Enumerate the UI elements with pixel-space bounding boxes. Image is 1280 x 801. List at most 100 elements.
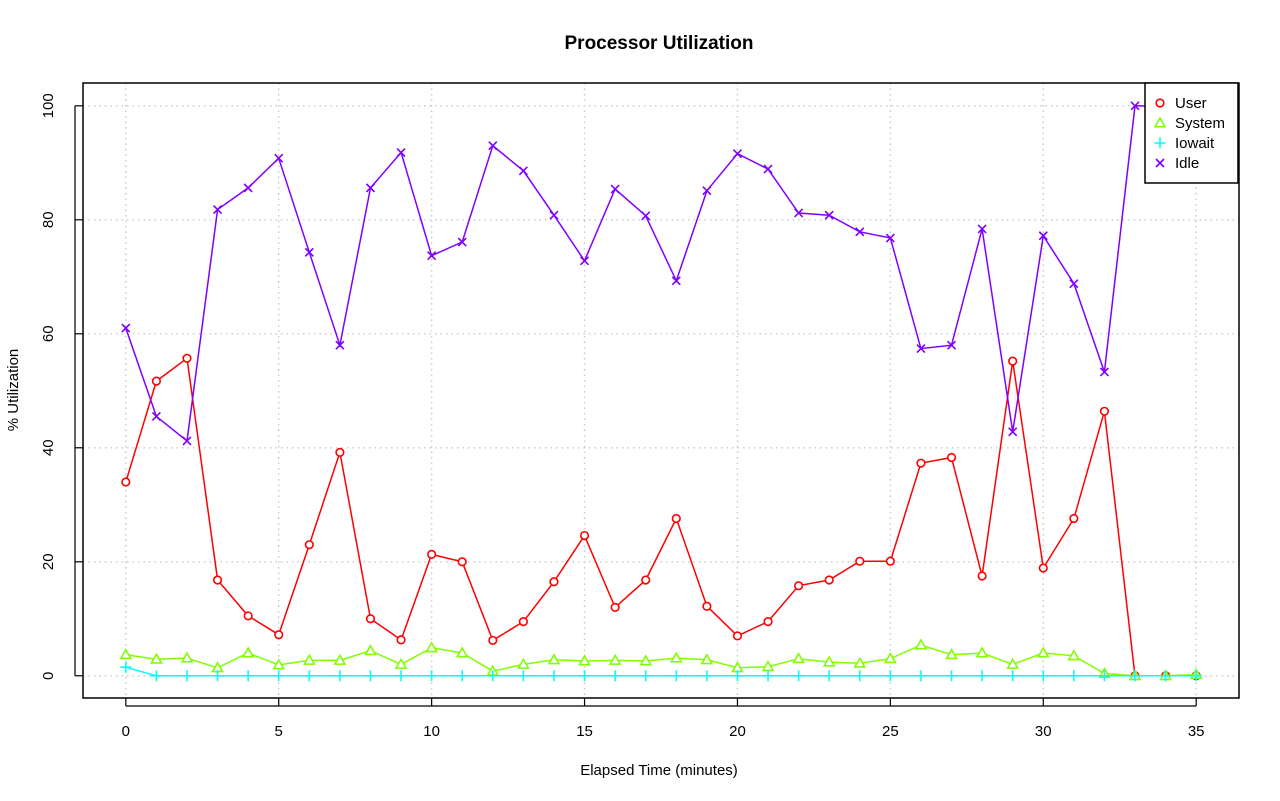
data-point-iowait [487, 670, 499, 682]
data-point-iowait [1129, 670, 1141, 682]
data-point-idle [1038, 231, 1048, 241]
legend-label-idle: Idle [1175, 155, 1199, 172]
data-point-user [457, 557, 467, 567]
data-point-system [455, 646, 469, 658]
series-iowait [120, 661, 1202, 682]
data-point-idle [946, 340, 957, 350]
legend-marker-user [1155, 98, 1165, 108]
legend-label-iowait: Iowait [1175, 135, 1215, 152]
data-point-iowait [150, 670, 162, 682]
legend-item-user: User [1155, 95, 1207, 112]
data-point-idle [365, 183, 376, 193]
data-point-iowait [884, 670, 896, 682]
y-axis-label: % Utilization [5, 349, 22, 432]
data-point-iowait [1068, 670, 1080, 682]
data-point-user [610, 602, 620, 612]
data-point-iowait [334, 670, 346, 682]
data-point-idle [427, 251, 437, 261]
data-point-idle [151, 411, 161, 421]
series-line-idle [125, 105, 1197, 443]
data-point-idle [396, 147, 406, 158]
data-point-system [150, 652, 163, 664]
data-point-iowait [670, 670, 682, 682]
data-point-idle [732, 149, 743, 159]
data-point-system [302, 653, 316, 665]
data-point-system [1006, 657, 1020, 669]
data-point-system [180, 651, 194, 663]
data-point-iowait [273, 670, 285, 682]
data-point-user [182, 353, 192, 363]
data-point-system [883, 652, 897, 664]
data-point-idle [855, 227, 865, 237]
data-point-idle [457, 237, 467, 247]
data-point-idle [671, 276, 681, 286]
data-point-iowait [579, 670, 591, 682]
data-point-idle [641, 211, 651, 221]
data-point-system [333, 653, 347, 665]
data-point-user [335, 447, 345, 457]
data-point-iowait [1007, 670, 1019, 682]
data-point-iowait [762, 670, 774, 682]
data-point-system [914, 638, 928, 650]
data-point-iowait [823, 670, 835, 682]
data-point-user [365, 614, 376, 624]
data-point-user [977, 571, 987, 581]
data-point-iowait [242, 670, 254, 682]
data-point-user [671, 513, 681, 524]
data-point-iowait [976, 670, 988, 682]
data-point-user [702, 601, 712, 611]
data-point-iowait [640, 670, 652, 682]
data-point-iowait [364, 670, 376, 682]
x-tick-label: 5 [275, 723, 283, 740]
data-point-user [518, 617, 528, 627]
data-point-system [792, 652, 805, 664]
data-point-system [364, 644, 377, 656]
data-point-user [794, 581, 804, 591]
data-point-iowait [701, 670, 713, 682]
data-point-idle [824, 210, 834, 220]
data-point-system [945, 648, 958, 660]
series-system [119, 638, 1203, 681]
data-point-user [824, 575, 834, 585]
y-tick-label: 40 [40, 439, 57, 456]
data-point-system [700, 653, 714, 665]
data-point-iowait [854, 670, 866, 682]
data-point-system [241, 646, 255, 658]
x-axis-label: Elapsed Time (minutes) [580, 762, 738, 779]
data-point-user [946, 452, 957, 463]
data-point-user [641, 575, 651, 585]
data-point-iowait [946, 670, 958, 682]
data-point-system [547, 653, 561, 665]
plot-area-frame [82, 82, 1240, 699]
data-point-system [425, 641, 439, 653]
x-tick-label: 35 [1188, 723, 1205, 740]
data-point-user [396, 635, 406, 645]
data-point-idle [702, 186, 712, 196]
data-point-idle [1008, 427, 1018, 437]
data-point-idle [121, 323, 131, 333]
data-point-idle [885, 233, 895, 243]
data-point-user [427, 549, 437, 559]
data-point-iowait [793, 670, 805, 682]
y-tick-label: 100 [40, 93, 57, 118]
series-line-iowait [125, 666, 1197, 677]
data-point-iowait [181, 670, 193, 682]
legend-item-idle: Idle [1155, 155, 1199, 172]
data-point-iowait [456, 670, 468, 682]
data-point-system [578, 654, 591, 666]
data-point-system [119, 648, 133, 660]
data-point-user [1069, 513, 1079, 524]
x-tick-label: 30 [1035, 723, 1052, 740]
data-point-idle [1130, 101, 1140, 111]
data-point-user [855, 556, 865, 566]
data-point-user [274, 630, 284, 640]
data-point-idle [304, 247, 314, 257]
x-tick-label: 25 [882, 723, 899, 740]
data-point-user [549, 577, 559, 587]
data-point-user [732, 631, 743, 641]
data-point-iowait [609, 670, 621, 682]
x-tick-label: 0 [122, 723, 130, 740]
data-point-user [151, 376, 161, 386]
data-point-idle [610, 184, 620, 194]
